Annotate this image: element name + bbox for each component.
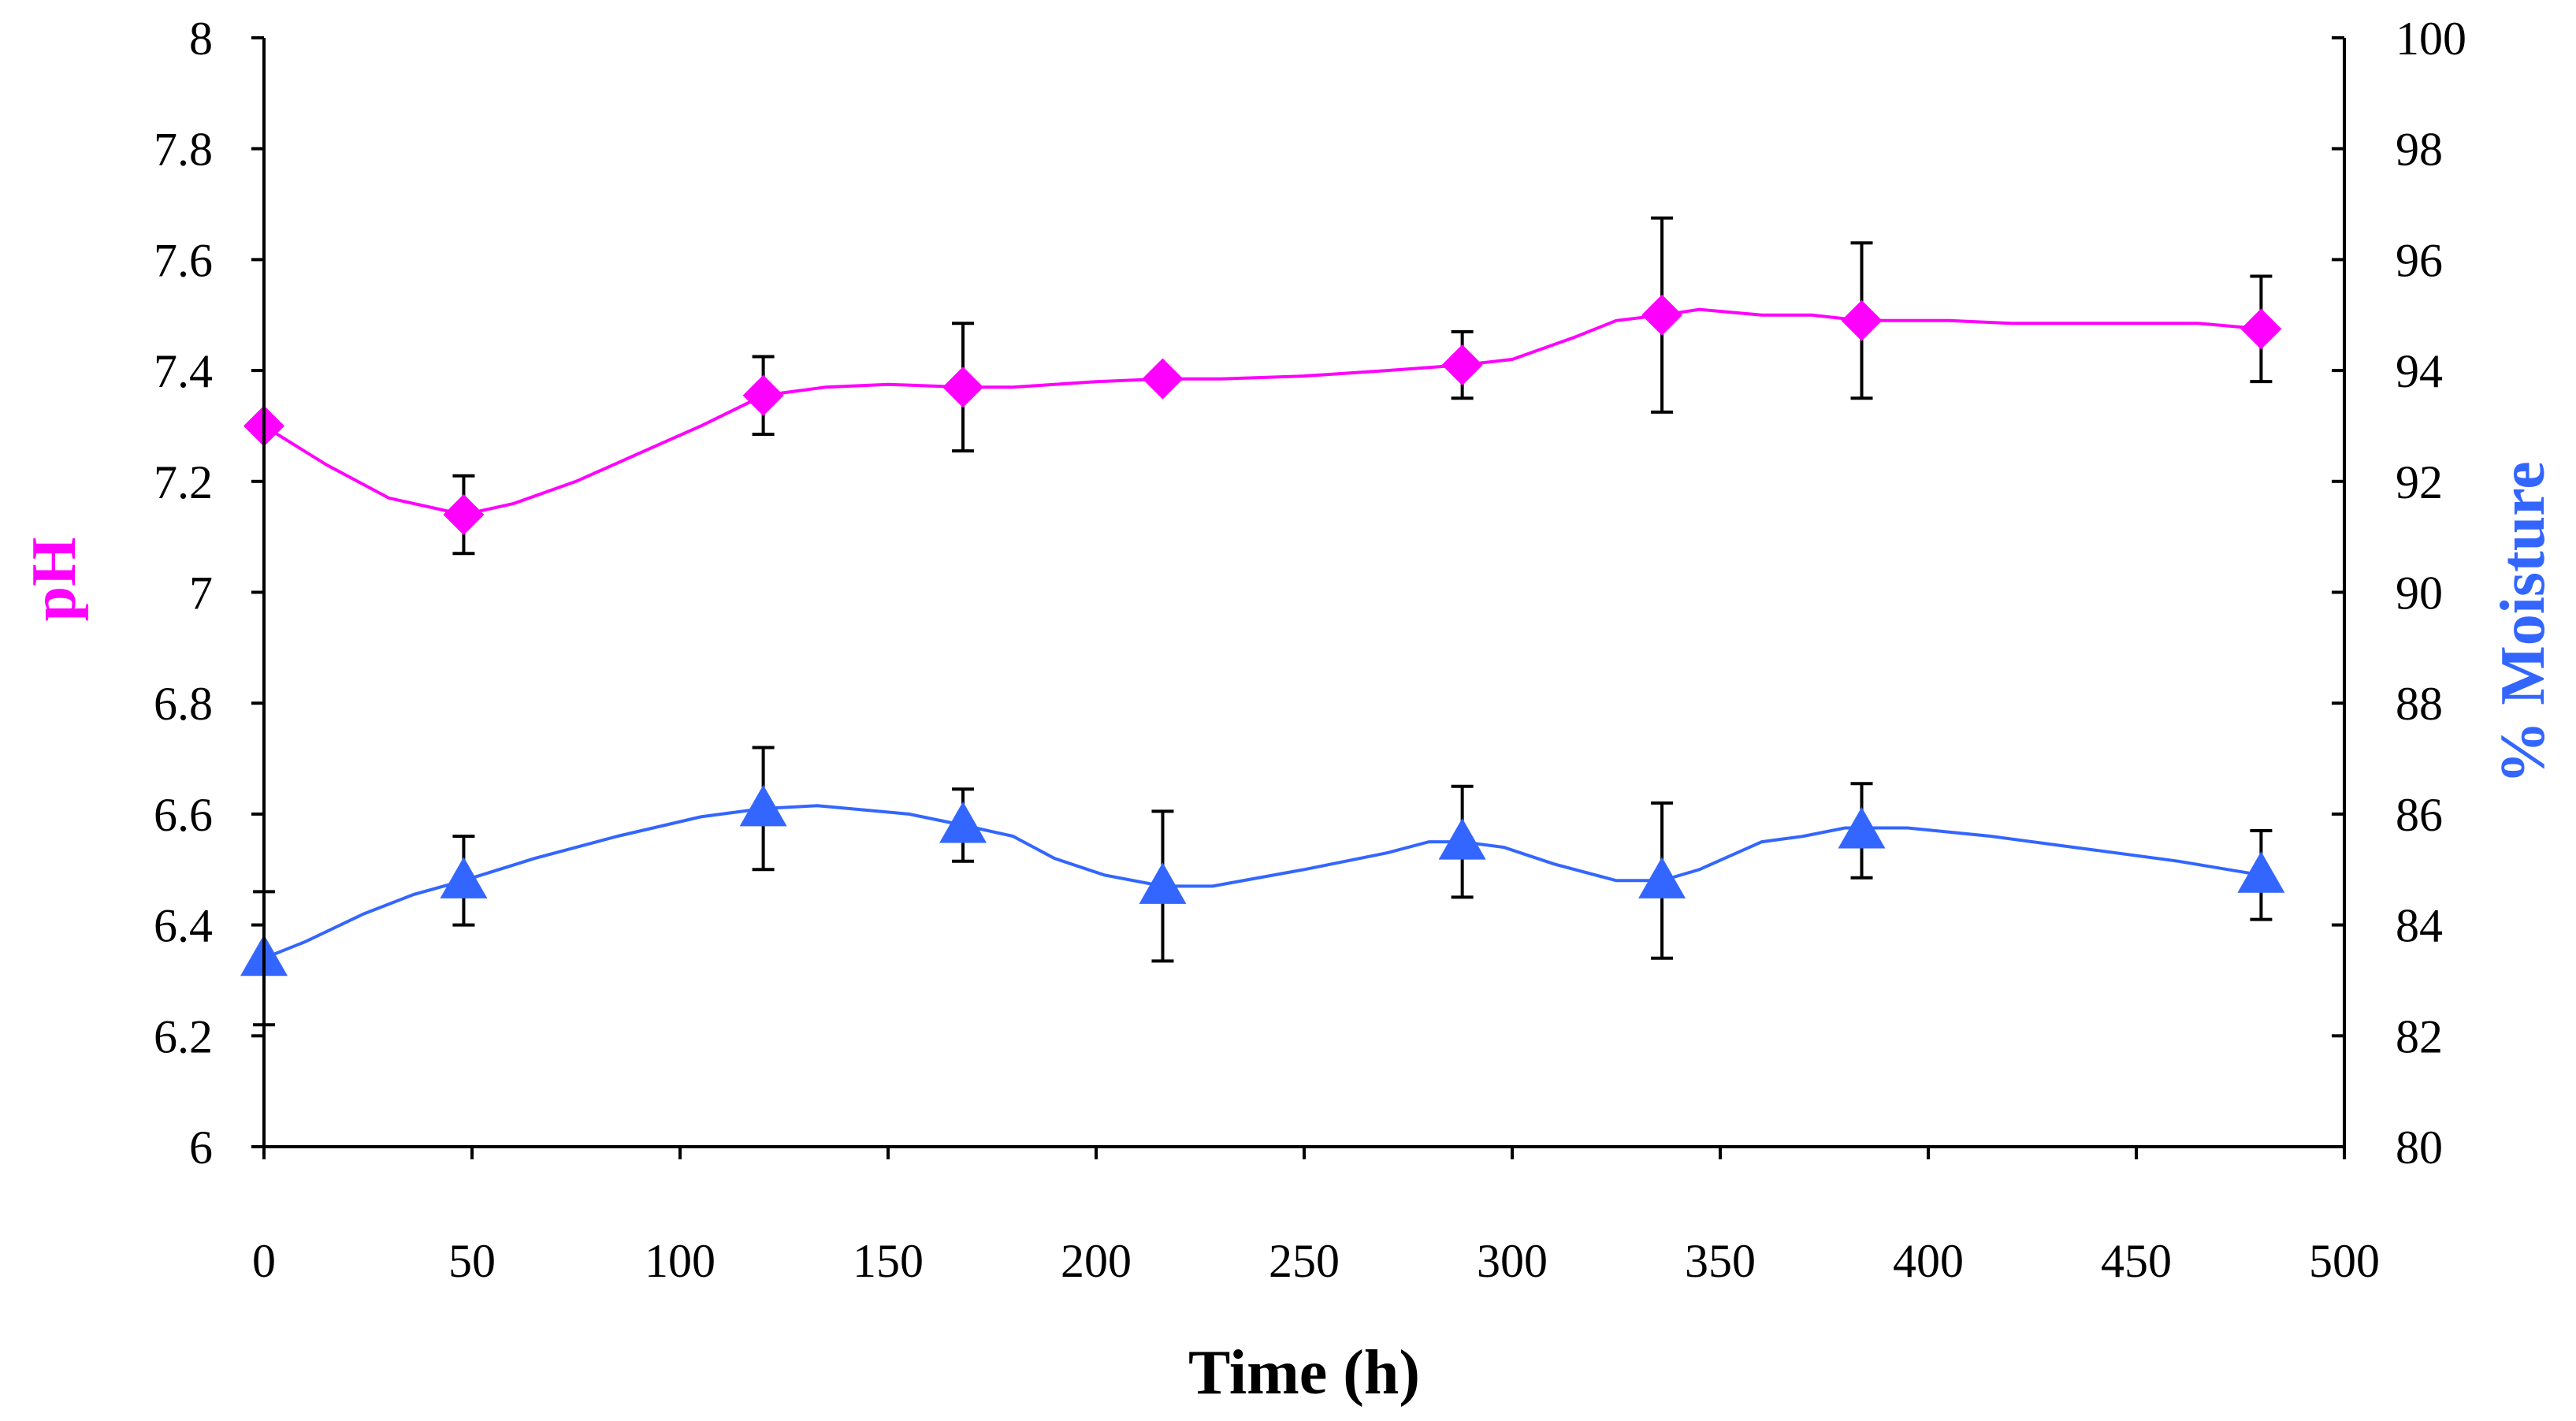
x-tick-label: 300 <box>1477 1235 1548 1287</box>
right-y-axis-title: % Moisture <box>2489 461 2558 784</box>
ph-diamond-marker <box>942 366 984 408</box>
right-y-tick-label: 88 <box>2396 678 2443 730</box>
ph-series-line <box>262 307 2262 517</box>
right-y-tick-label: 94 <box>2396 345 2443 397</box>
left-y-tick-label: 6.8 <box>154 678 213 730</box>
moisture-triangle-marker <box>1139 862 1187 904</box>
ph-diamond-marker <box>1441 344 1483 386</box>
x-tick-label: 100 <box>645 1235 716 1287</box>
left-y-tick-label: 7.8 <box>154 124 213 176</box>
moisture-triangle-marker <box>1438 818 1486 860</box>
ph-diamond-marker <box>1641 294 1683 336</box>
left-y-tick-label: 7.4 <box>154 345 213 397</box>
right-y-tick-label: 84 <box>2396 900 2443 952</box>
x-tick-label: 200 <box>1061 1235 1132 1287</box>
ph-diamond-marker <box>1142 358 1184 400</box>
right-y-tick-label: 90 <box>2396 567 2443 619</box>
ph-diamond-marker <box>742 374 784 416</box>
moisture-triangle-marker <box>440 857 488 898</box>
left-y-tick-label: 7.2 <box>154 456 213 508</box>
x-tick-label: 50 <box>448 1235 496 1287</box>
left-y-tick-label: 6.2 <box>154 1010 213 1062</box>
right-y-tick-label: 98 <box>2396 124 2443 176</box>
marker-layer <box>240 294 2285 976</box>
x-tick-label: 500 <box>2309 1235 2380 1287</box>
right-y-tick-label: 86 <box>2396 789 2443 841</box>
x-tick-label: 450 <box>2101 1235 2172 1287</box>
right-y-tick-label: 96 <box>2396 234 2443 286</box>
left-y-axis-title: pH <box>20 538 89 622</box>
x-tick-label: 0 <box>252 1235 276 1287</box>
right-y-tick-label: 100 <box>2396 13 2466 65</box>
x-tick-label: 150 <box>853 1235 924 1287</box>
x-tick-label: 250 <box>1269 1235 1340 1287</box>
x-axis-title: Time (h) <box>1188 1338 1420 1408</box>
left-y-tick-label: 7.6 <box>154 234 213 286</box>
right-y-tick-label: 92 <box>2396 456 2443 508</box>
ph-line-layer <box>262 307 2262 517</box>
moisture-triangle-marker <box>2237 851 2285 893</box>
moisture-triangle-marker <box>1638 857 1686 898</box>
moisture-triangle-marker <box>739 784 787 827</box>
ph-diamond-marker <box>443 494 485 536</box>
ph-diamond-marker <box>2240 308 2282 350</box>
left-y-tick-label: 8 <box>189 13 213 65</box>
moisture-triangle-marker <box>1838 807 1886 849</box>
left-y-tick-label: 6 <box>189 1122 213 1174</box>
left-y-tick-label: 6.4 <box>154 900 213 952</box>
x-tick-label: 400 <box>1893 1235 1964 1287</box>
ph-diamond-marker <box>1841 299 1883 341</box>
left-y-tick-label: 6.6 <box>154 789 213 841</box>
tick-layer: 0 50 100 150 200 250 300 350 400 450 500 6 6.2 6.4 6.6… <box>154 13 2466 1287</box>
right-y-tick-label: 82 <box>2396 1010 2443 1062</box>
x-tick-label: 350 <box>1685 1235 1756 1287</box>
moisture-triangle-marker <box>939 801 987 843</box>
left-y-tick-label: 7 <box>189 567 213 619</box>
right-y-tick-label: 80 <box>2396 1122 2443 1174</box>
